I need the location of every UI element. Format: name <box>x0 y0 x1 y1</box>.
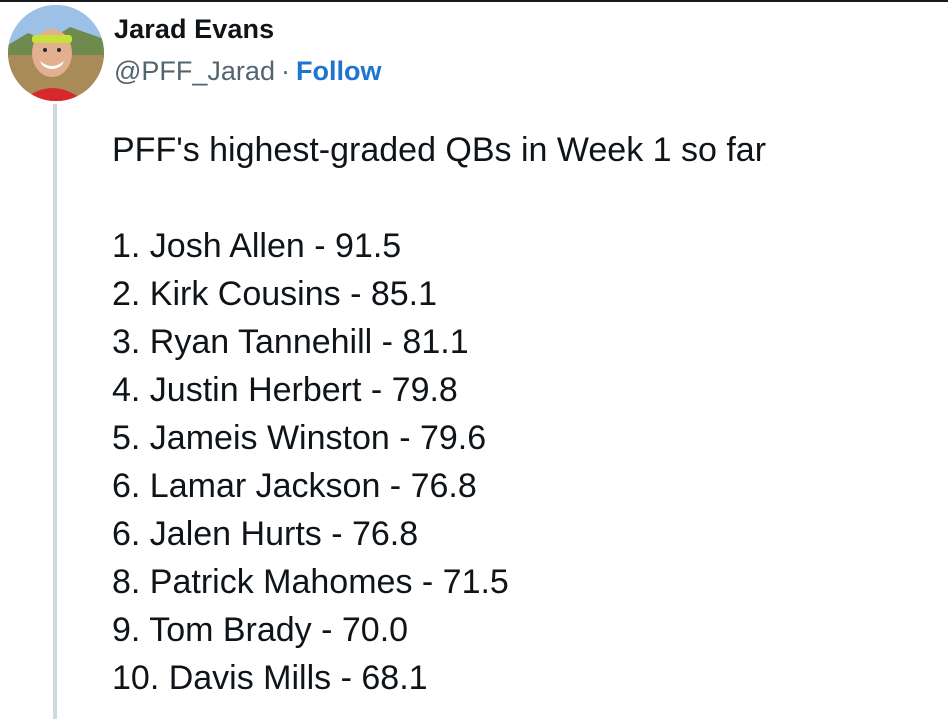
tweet-headline: PFF's highest-graded QBs in Week 1 so fa… <box>112 131 767 169</box>
top-divider <box>0 0 948 2</box>
list-item: 3. Ryan Tannehill - 81.1 <box>112 323 469 361</box>
handle[interactable]: @PFF_Jarad <box>114 56 275 86</box>
list-item: 6. Lamar Jackson - 76.8 <box>112 467 477 505</box>
handle-row: @PFF_Jarad · Follow <box>114 56 381 87</box>
list-item: 9. Tom Brady - 70.0 <box>112 611 409 649</box>
display-name[interactable]: Jarad Evans <box>114 14 275 44</box>
list-item: 1. Josh Allen - 91.5 <box>112 227 402 265</box>
list-item: 5. Jameis Winston - 79.6 <box>112 419 487 457</box>
list-item: 2. Kirk Cousins - 85.1 <box>112 275 438 313</box>
blank-line <box>112 174 766 222</box>
separator: · <box>280 56 290 86</box>
follow-button[interactable]: Follow <box>295 56 382 86</box>
list-item: 6. Jalen Hurts - 76.8 <box>112 515 419 553</box>
profile-photo-icon <box>8 5 104 101</box>
list-item: 4. Justin Herbert - 79.8 <box>112 371 458 409</box>
list-item: 10. Davis Mills - 68.1 <box>112 659 428 697</box>
tweet-text: PFF's highest-graded QBs in Week 1 so fa… <box>112 126 766 702</box>
avatar[interactable] <box>8 5 104 101</box>
list-item: 8. Patrick Mahomes - 71.5 <box>112 563 509 601</box>
thread-line <box>53 104 57 719</box>
